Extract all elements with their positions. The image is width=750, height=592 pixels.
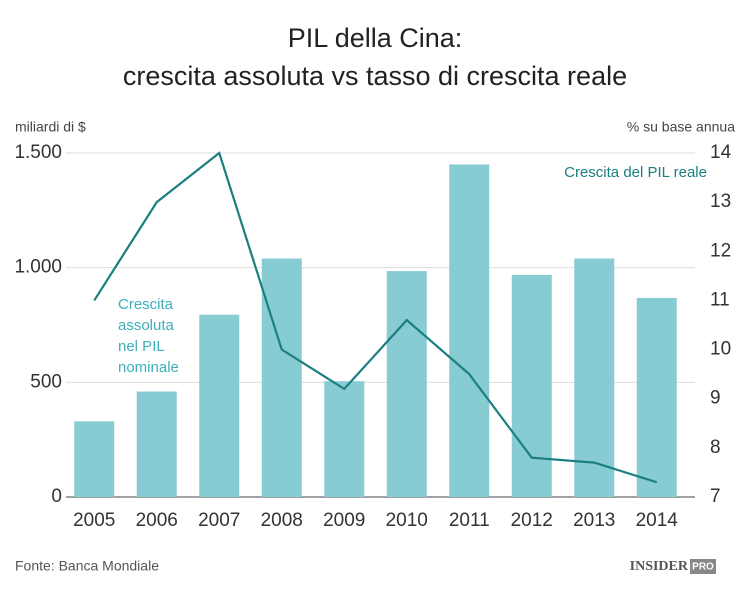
logo-box [690, 559, 716, 574]
bar [636, 297, 677, 497]
bar [136, 391, 177, 497]
y-tick-label: 0 [51, 486, 62, 507]
x-tick-label: 2014 [636, 510, 679, 531]
y2-tick-label: 11 [710, 289, 730, 310]
x-tick-label: 2012 [511, 510, 553, 531]
bar [511, 275, 552, 497]
y2-tick-label: 8 [710, 437, 721, 458]
logo: INSIDER [630, 559, 689, 574]
bar [324, 381, 365, 497]
chart-title: PIL della Cina: [288, 23, 463, 53]
x-tick-label: 2005 [73, 510, 115, 531]
y-tick-label: 1.500 [14, 142, 62, 163]
x-tick-label: 2013 [573, 510, 615, 531]
annotation: Crescita del PIL reale [564, 164, 707, 181]
x-tick-label: 2011 [449, 510, 490, 531]
logo: PRO [692, 562, 714, 573]
annotation: assoluta [118, 317, 175, 334]
line [93, 151, 658, 484]
bar [386, 271, 427, 497]
y2-axis-label: % su base annua [627, 119, 735, 135]
annotation: Crescita [118, 296, 174, 313]
annotation: nel PIL [118, 338, 165, 355]
bar [574, 258, 615, 497]
x-tick-label: 2010 [386, 510, 428, 531]
x-tick-label: 2007 [198, 510, 240, 531]
x-tick-label: 2008 [261, 510, 303, 531]
y2-tick-label: 9 [710, 388, 721, 409]
bar [199, 314, 240, 497]
x-tick-label: 2006 [136, 510, 178, 531]
y2-tick-label: 12 [710, 240, 731, 261]
y2-tick-label: 13 [710, 191, 731, 212]
y-axis-label: miliardi di $ [15, 119, 86, 135]
y-tick-label: 1.000 [14, 257, 62, 278]
y2-tick-label: 7 [710, 486, 721, 507]
bar [449, 164, 490, 497]
annotation: nominale [118, 359, 179, 376]
y2-tick-label: 14 [710, 142, 732, 163]
bar [261, 258, 302, 497]
source: Fonte: Banca Mondiale [15, 558, 159, 574]
y2-tick-label: 10 [710, 339, 731, 360]
chart-title: crescita assoluta vs tasso di crescita r… [123, 61, 627, 91]
x-tick-label: 2009 [323, 510, 365, 531]
bar [74, 421, 115, 497]
y-tick-label: 500 [30, 371, 62, 392]
